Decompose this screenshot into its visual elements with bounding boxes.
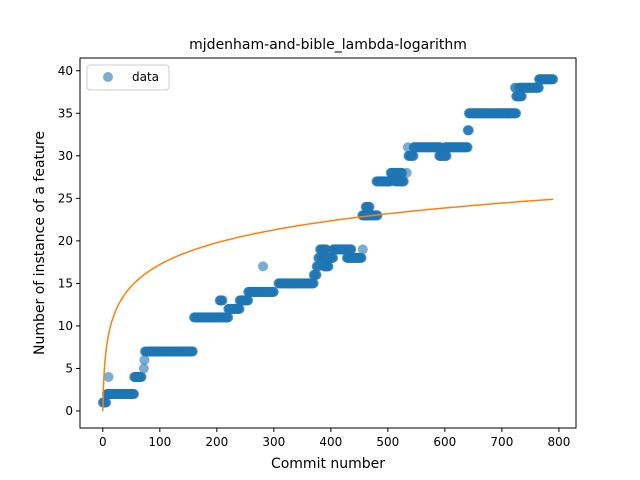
data-point <box>268 286 279 297</box>
y-tick-label: 30 <box>58 149 73 163</box>
y-axis-label: Number of instance of a feature <box>32 131 48 355</box>
data-point <box>234 303 245 314</box>
data-point <box>533 82 544 93</box>
fit-line <box>102 198 554 412</box>
x-axis-label: Commit number <box>271 456 385 472</box>
data-point <box>357 244 368 255</box>
fit-layer <box>102 198 554 412</box>
data-point <box>311 269 322 280</box>
y-tick-label: 25 <box>58 191 73 205</box>
data-point <box>548 74 559 85</box>
y-tick-label: 20 <box>58 234 73 248</box>
data-point <box>187 346 198 357</box>
y-tick-label: 5 <box>65 361 73 375</box>
data-point <box>129 388 140 399</box>
data-point <box>511 108 522 119</box>
y-axis: 0 5 10 15 20 25 30 35 40 <box>58 64 80 418</box>
y-tick-label: 40 <box>58 64 73 78</box>
x-tick-label: 700 <box>490 435 513 449</box>
x-tick-label: 500 <box>376 435 399 449</box>
y-tick-label: 10 <box>58 319 73 333</box>
data-point <box>223 312 234 323</box>
data-point <box>138 363 149 374</box>
x-tick-label: 100 <box>148 435 171 449</box>
data-point <box>258 261 269 272</box>
legend: data <box>86 64 170 91</box>
data-point <box>408 150 419 161</box>
axes-frame <box>80 58 576 428</box>
y-tick-label: 15 <box>58 276 73 290</box>
data-point <box>364 201 375 212</box>
x-tick-label: 300 <box>262 435 285 449</box>
y-tick-label: 0 <box>65 404 73 418</box>
data-point <box>516 91 527 102</box>
data-point <box>321 244 332 255</box>
legend-marker <box>103 72 113 82</box>
y-tick-label: 35 <box>58 106 73 120</box>
x-tick-label: 0 <box>99 435 107 449</box>
data-point <box>401 167 412 178</box>
data-point <box>136 371 147 382</box>
data-point <box>462 142 473 153</box>
x-tick-label: 200 <box>205 435 228 449</box>
data-point <box>308 278 319 289</box>
data-point <box>398 176 409 187</box>
data-point <box>463 125 474 136</box>
x-tick-label: 400 <box>319 435 342 449</box>
x-tick-label: 800 <box>547 435 570 449</box>
data-point <box>243 295 254 306</box>
data-point <box>356 252 367 263</box>
data-point <box>346 244 357 255</box>
chart-title: mjdenham-and-bible_lambda-logarithm <box>189 37 467 53</box>
data-layer <box>97 74 559 408</box>
data-point <box>139 354 150 365</box>
plot-area <box>79 57 577 429</box>
legend-label: data <box>132 70 159 84</box>
data-point <box>217 295 228 306</box>
data-point <box>323 261 334 272</box>
x-tick-label: 600 <box>433 435 456 449</box>
data-point <box>103 371 114 382</box>
x-axis: 0 100 200 300 400 500 600 700 800 <box>99 428 570 449</box>
data-point <box>328 252 339 263</box>
legend-box <box>86 64 170 91</box>
axes-border <box>79 57 577 429</box>
data-point <box>441 150 452 161</box>
